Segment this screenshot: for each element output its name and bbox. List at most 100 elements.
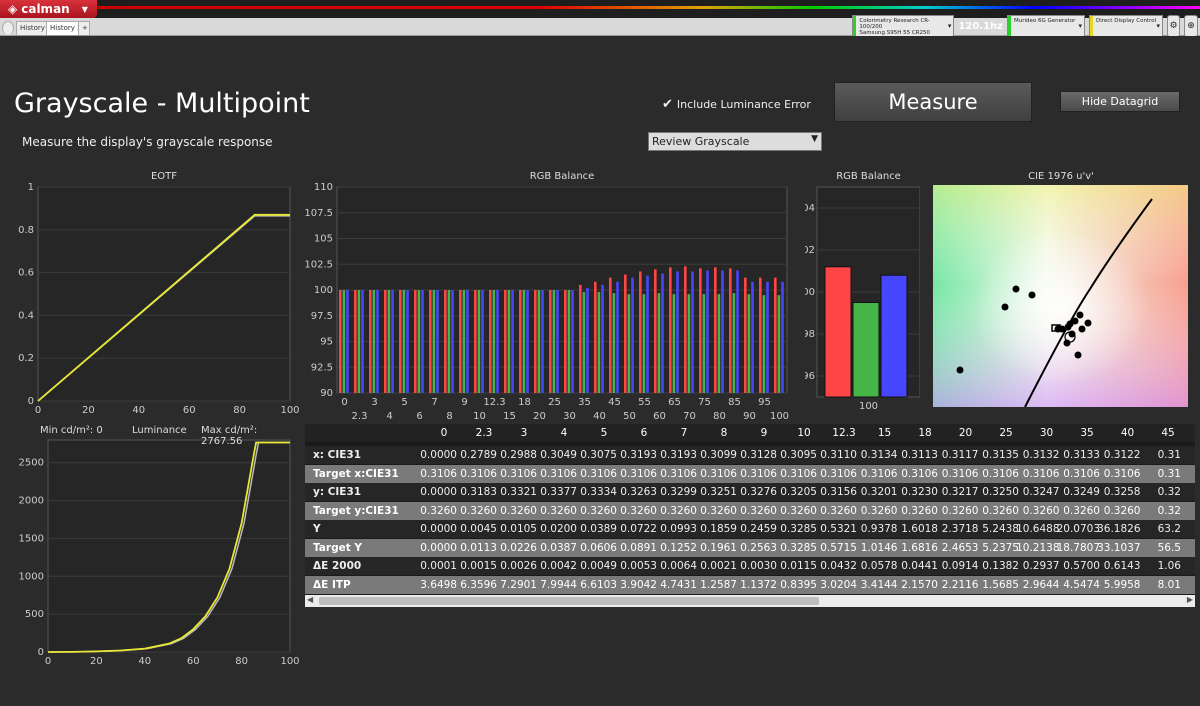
column-header[interactable]: 15	[877, 427, 892, 439]
table-row: y: CIE31 0.0000 0.3183 0.3321 0.3377 0.3334 0.…	[305, 483, 1195, 501]
table-cell: 0.3193	[620, 449, 657, 461]
y-tick-label: 0.6	[18, 268, 34, 279]
bar-blue	[466, 290, 469, 393]
cie-chart-title: CIE 1976 u'v'	[1028, 171, 1094, 182]
review-dropdown[interactable]: Review Grayscale ▼	[648, 132, 822, 151]
bar-blue	[586, 287, 589, 393]
planckian-locus	[1024, 198, 1153, 408]
table-cell: 0.3260	[460, 504, 497, 517]
x-tick-label: 60	[653, 411, 666, 421]
display-selector[interactable]: Direct Display Control ▾	[1089, 15, 1163, 37]
table-cell: 0.3106	[982, 467, 1019, 480]
measure-button[interactable]: Measure	[834, 82, 1032, 122]
column-header[interactable]: 35	[1080, 427, 1094, 439]
chevron-down-icon: ▾	[1078, 22, 1082, 30]
datagrid[interactable]: 0 2.3 3 4 5 6 7 8 9 10 12.3 15 18 20 25 30 35 40 45 x: CIE…	[305, 424, 1195, 607]
back-icon[interactable]	[2, 21, 14, 35]
bar-red	[399, 290, 402, 393]
bar-red	[714, 267, 717, 393]
generator-selector[interactable]: Murideo 6G Generator ▾	[1007, 15, 1085, 37]
table-cell: 0.0226	[500, 541, 537, 554]
table-cell: 0.3106	[780, 467, 817, 480]
table-cell: 1.6018	[901, 523, 938, 535]
help-icon[interactable]: ⊕	[1184, 15, 1198, 37]
table-cell: 0.3258	[1103, 486, 1141, 498]
x-tick-label: 20	[90, 656, 103, 667]
table-cell: 0.3276	[740, 486, 777, 498]
table-cell: 8.01	[1157, 578, 1181, 591]
column-header[interactable]: 4	[560, 427, 568, 439]
x-tick-label: 90	[743, 411, 756, 421]
measured-point	[1076, 311, 1084, 319]
measured-point	[956, 366, 964, 374]
column-header[interactable]: 10	[797, 427, 811, 439]
column-header[interactable]: 9	[760, 427, 768, 439]
bar-blue	[736, 270, 739, 393]
column-header[interactable]: 12.3	[832, 427, 856, 439]
table-cell: 0.3106	[700, 467, 737, 480]
column-header[interactable]: 7	[680, 427, 688, 439]
horizontal-scrollbar[interactable]: ◀ ▶	[305, 595, 1195, 607]
column-header[interactable]: 30	[1039, 427, 1054, 439]
table-cell: 0.5715	[820, 541, 857, 554]
app-logo-text: calman	[21, 2, 70, 16]
bar-blue	[751, 281, 754, 393]
table-cell: 0.31	[1157, 449, 1181, 461]
bar-green	[612, 293, 616, 393]
x-tick-label: 7	[431, 397, 437, 408]
bar-blue	[616, 281, 619, 393]
app-menu-button[interactable]: ◈ calman ▼	[0, 0, 97, 18]
x-tick-label: 60	[187, 656, 200, 667]
bar-green	[447, 290, 451, 393]
bar-red	[654, 269, 657, 393]
hide-datagrid-button[interactable]: Hide Datagrid	[1060, 91, 1180, 112]
scroll-right-icon[interactable]: ▶	[1186, 595, 1193, 604]
table-cell: 1.0146	[860, 541, 898, 554]
column-header[interactable]: 18	[918, 427, 932, 439]
scrollbar-thumb[interactable]	[319, 597, 819, 605]
bar-red	[444, 290, 447, 393]
table-cell: 0.0578	[860, 560, 898, 572]
table-cell: 0.3134	[860, 449, 898, 461]
eotf-measured-line	[37, 213, 290, 402]
luminance-max-label: Max cd/m²: 2767.56	[201, 425, 258, 447]
table-cell: 3.4144	[860, 578, 898, 591]
scroll-left-icon[interactable]: ◀	[307, 595, 314, 604]
column-header[interactable]: 2.3	[475, 427, 493, 439]
bar-red	[384, 290, 387, 393]
x-tick-label: 60	[183, 405, 196, 416]
bar-red	[549, 290, 552, 393]
bar-green	[357, 290, 361, 393]
column-header[interactable]: 0	[440, 427, 448, 439]
column-header[interactable]: 20	[958, 427, 973, 439]
bar-green	[642, 294, 646, 393]
y-tick-label: 104	[805, 203, 815, 214]
row-label: Y	[313, 523, 321, 535]
table-cell: 0.3260	[620, 504, 657, 517]
column-header[interactable]: 45	[1161, 427, 1175, 439]
meter-selector[interactable]: Colorimetry Research CR-100/200 Samsung …	[852, 15, 955, 37]
bar-red	[369, 290, 372, 393]
add-tab-icon[interactable]: +	[78, 21, 90, 35]
include-luminance-checkbox[interactable]: ✔ Include Luminance Error	[662, 97, 811, 112]
table-cell: 0.0000	[420, 449, 457, 461]
y-tick-label: 2500	[19, 458, 44, 469]
settings-gear-icon[interactable]: ⚙	[1167, 15, 1180, 37]
bar-red	[609, 277, 612, 393]
chevron-down-icon: ▾	[947, 22, 952, 30]
table-cell: 0.0053	[620, 560, 657, 572]
table-cell: 0.1252	[660, 541, 697, 554]
title-bar: ◈ calman ▼	[0, 0, 1200, 18]
column-header[interactable]: 6	[640, 427, 648, 439]
table-cell: 0.3285	[780, 541, 817, 554]
column-header[interactable]: 8	[720, 427, 728, 439]
bar-red	[744, 277, 747, 393]
target-marker	[1051, 324, 1061, 332]
column-header[interactable]: 5	[600, 427, 608, 439]
table-cell: 1.2587	[700, 578, 737, 591]
column-header[interactable]: 40	[1120, 427, 1135, 439]
bar-red	[684, 266, 687, 393]
column-header[interactable]: 3	[520, 427, 528, 439]
meter-profile: Samsung S95H 55 CR250	[859, 30, 930, 36]
column-header[interactable]: 25	[999, 427, 1013, 439]
